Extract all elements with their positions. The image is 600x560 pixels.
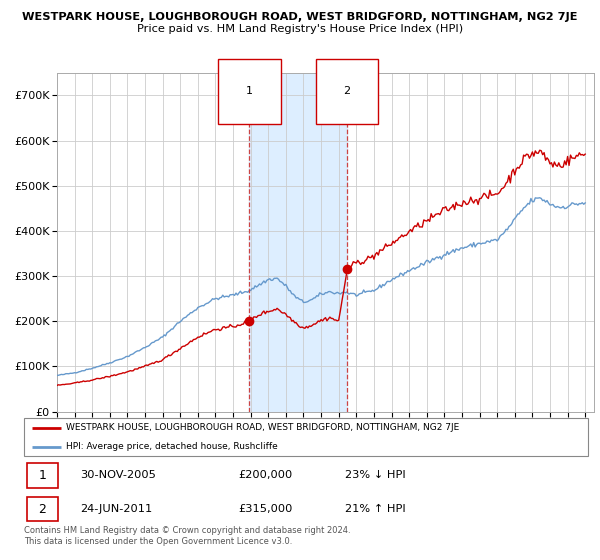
- Text: £315,000: £315,000: [238, 504, 293, 514]
- Text: 30-NOV-2005: 30-NOV-2005: [80, 470, 156, 480]
- FancyBboxPatch shape: [27, 463, 58, 488]
- Text: 21% ↑ HPI: 21% ↑ HPI: [346, 504, 406, 514]
- Text: Contains HM Land Registry data © Crown copyright and database right 2024.
This d: Contains HM Land Registry data © Crown c…: [24, 526, 350, 546]
- FancyBboxPatch shape: [24, 418, 588, 456]
- Text: HPI: Average price, detached house, Rushcliffe: HPI: Average price, detached house, Rush…: [66, 442, 278, 451]
- Text: £200,000: £200,000: [238, 470, 293, 480]
- Text: WESTPARK HOUSE, LOUGHBOROUGH ROAD, WEST BRIDGFORD, NOTTINGHAM, NG2 7JE: WESTPARK HOUSE, LOUGHBOROUGH ROAD, WEST …: [22, 12, 578, 22]
- Bar: [249, 73, 347, 412]
- Text: 1: 1: [38, 469, 46, 482]
- Text: 1: 1: [246, 86, 253, 96]
- Text: WESTPARK HOUSE, LOUGHBOROUGH ROAD, WEST BRIDGFORD, NOTTINGHAM, NG2 7JE: WESTPARK HOUSE, LOUGHBOROUGH ROAD, WEST …: [66, 423, 460, 432]
- Text: Price paid vs. HM Land Registry's House Price Index (HPI): Price paid vs. HM Land Registry's House …: [137, 24, 463, 34]
- Text: 2: 2: [38, 502, 46, 516]
- FancyBboxPatch shape: [27, 497, 58, 521]
- Text: 23% ↓ HPI: 23% ↓ HPI: [346, 470, 406, 480]
- Text: 2: 2: [344, 86, 351, 96]
- Text: 24-JUN-2011: 24-JUN-2011: [80, 504, 152, 514]
